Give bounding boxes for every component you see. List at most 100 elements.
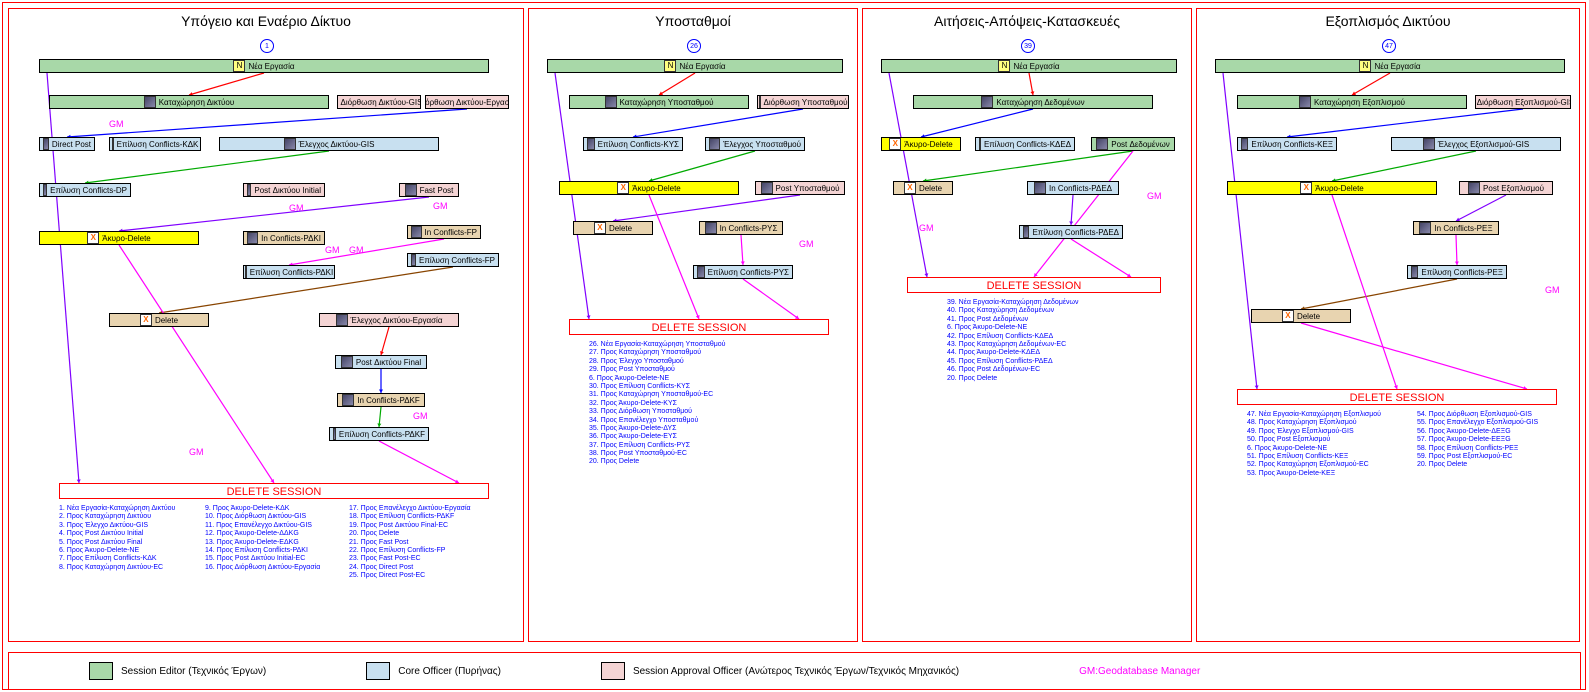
- link-item: 38. Προς Post Υποσταθμού-EC: [589, 450, 725, 458]
- link-item: 22. Προς Επίλυση Conflicts-FP: [349, 547, 471, 555]
- gm-label: GM: [349, 245, 364, 255]
- delete-session-label: DELETE SESSION: [227, 486, 322, 498]
- link-item: 31. Προς Καταχώρηση Υποσταθμού-EC: [589, 391, 725, 399]
- node-icon: [1034, 182, 1046, 194]
- link-item: 23. Προς Fast Post-EC: [349, 555, 471, 563]
- node-icon: [43, 138, 49, 150]
- link-item: 24. Προς Direct Post: [349, 564, 471, 572]
- link-item: 8. Προς Καταχώρηση Δικτύου-EC: [59, 564, 175, 572]
- flow-node: Post Δικτύου Initial: [243, 183, 325, 197]
- node-label: Επίλυση Conflicts-ΡΔΕΔ: [1032, 228, 1119, 237]
- legend-label: Session Approval Officer (Ανώτερος Τεχνι…: [633, 666, 959, 677]
- panel-p1: Υπόγειο και Εναέριο Δίκτυο1NΝέα ΕργασίαΚ…: [8, 8, 524, 642]
- node-label: Διόρθωση Εξοπλισμού-GIS: [1477, 98, 1571, 107]
- flow-node: Διόρθωση Δικτύου-GIS: [337, 95, 421, 109]
- node-label: Post Εξοπλισμού: [1483, 184, 1544, 193]
- delete-session-box: DELETE SESSION: [907, 277, 1161, 293]
- link-item: 5. Προς Post Δικτύου Final: [59, 539, 175, 547]
- node-icon: N: [664, 60, 676, 72]
- gm-label: GM: [919, 223, 934, 233]
- node-label: Έλεγχος Υποσταθμού: [723, 140, 801, 149]
- link-item: 46. Προς Post Δεδομένων-EC: [947, 366, 1078, 374]
- node-label: Άκυρο-Delete: [904, 140, 953, 149]
- delete-session-box: DELETE SESSION: [1237, 389, 1557, 405]
- node-icon: [979, 138, 981, 150]
- node-label: In Conflicts-ΡΔΕΔ: [1049, 184, 1112, 193]
- flow-node: XDelete: [1251, 309, 1351, 323]
- gm-label: GM: [109, 119, 124, 129]
- node-label: Post Υποσταθμού: [776, 184, 840, 193]
- node-label: Post Δεδομένων: [1111, 140, 1169, 149]
- flow-node: XΆκυρο-Delete: [881, 137, 961, 151]
- node-icon: N: [998, 60, 1010, 72]
- panel-title: Υποσταθμοί: [529, 9, 857, 33]
- gm-label: GM: [1545, 285, 1560, 295]
- flow-node: Επίλυση Conflicts-FP: [407, 253, 499, 267]
- node-icon: X: [889, 138, 901, 150]
- node-label: In Conflicts-ΡΕΞ: [1434, 224, 1492, 233]
- node-icon: X: [140, 314, 152, 326]
- node-label: Επίλυση Conflicts-ΡΕΞ: [1421, 268, 1503, 277]
- node-icon: [1096, 138, 1108, 150]
- node-label: Επίλυση Conflicts-ΚΕΞ: [1251, 140, 1333, 149]
- link-list: 17. Προς Επανέλεγχο Δικτύου-Εργασία18. Π…: [349, 505, 471, 581]
- delete-session-box: DELETE SESSION: [59, 483, 489, 499]
- link-item: 20. Προς Delete: [1417, 461, 1538, 469]
- node-label: Delete: [155, 316, 178, 325]
- link-item: 53. Προς Άκυρο-Delete-ΚΕΞ: [1247, 470, 1381, 478]
- node-label: In Conflicts-ΡΔΚΙ: [261, 234, 321, 243]
- node-label: Επίλυση Conflicts-ΡΥΣ: [708, 268, 789, 277]
- gm-label: GM: [1147, 191, 1162, 201]
- link-item: 20. Προς Delete: [947, 375, 1078, 383]
- legend: Session Editor (Τεχνικός Έργων)Core Offi…: [8, 652, 1581, 690]
- node-label: Delete: [919, 184, 942, 193]
- flow-node: Επίλυση Conflicts-ΡΕΞ: [1407, 265, 1507, 279]
- legend-swatch: [89, 662, 113, 680]
- flow-node: In Conflicts-ΡΔΕΔ: [1027, 181, 1119, 195]
- link-item: 2. Προς Καταχώρηση Δικτύου: [59, 513, 175, 521]
- node-icon: [1241, 138, 1248, 150]
- link-item: 21. Προς Fast Post: [349, 539, 471, 547]
- link-item: 37. Προς Επίλυση Conflicts-ΡΥΣ: [589, 442, 725, 450]
- flow-node: XDelete: [109, 313, 209, 327]
- link-item: 15. Προς Post Δικτύου Initial-EC: [205, 555, 320, 563]
- node-icon: [405, 184, 417, 196]
- node-icon: [337, 96, 338, 108]
- link-item: 20. Προς Delete: [589, 458, 725, 466]
- node-icon: N: [1359, 60, 1371, 72]
- node-icon: [336, 314, 348, 326]
- link-item: 28. Προς Έλεγχο Υποσταθμού: [589, 358, 725, 366]
- node-icon: [1423, 138, 1435, 150]
- link-list: 47. Νέα Εργασία-Καταχώρηση Εξοπλισμού48.…: [1247, 411, 1381, 478]
- node-label: Fast Post: [420, 186, 454, 195]
- node-icon: X: [87, 232, 99, 244]
- flow-node: Επίλυση Conflicts-ΚΔΕΔ: [975, 137, 1075, 151]
- legend-gm: GM:Geodatabase Manager: [1079, 666, 1200, 677]
- node-icon: [1023, 226, 1029, 238]
- gm-label: GM: [325, 245, 340, 255]
- flow-node: XDelete: [893, 181, 953, 195]
- node-label: In Conflicts-ΡΔKF: [357, 396, 420, 405]
- flow-node: In Conflicts-ΡΕΞ: [1413, 221, 1499, 235]
- link-item: 32. Προς Άκυρο-Delete-ΚΥΣ: [589, 400, 725, 408]
- node-icon: [245, 266, 247, 278]
- link-item: 55. Προς Επανέλεγχο Εξοπλισμού-GIS: [1417, 419, 1538, 427]
- flow-node: Post Δικτύου Final: [335, 355, 427, 369]
- panel-p3: Αιτήσεις-Απόψεις-Κατασκευές39NΝέα Εργασί…: [862, 8, 1192, 642]
- link-item: 34. Προς Επανέλεγχο Υποσταθμού: [589, 417, 725, 425]
- panel-title: Υπόγειο και Εναέριο Δίκτυο: [9, 9, 523, 33]
- node-icon: [341, 356, 353, 368]
- flow-node: Επίλυση Conflicts-ΡΔΚΙ: [243, 265, 335, 279]
- node-label: Διόρθωση Δικτύου-Εργασία: [425, 98, 509, 107]
- node-icon: [705, 222, 717, 234]
- delete-session-label: DELETE SESSION: [987, 280, 1082, 292]
- link-item: 4. Προς Post Δικτύου Initial: [59, 530, 175, 538]
- node-label: Άκυρο-Delete: [632, 184, 681, 193]
- flow-node: Διόρθωση Δικτύου-Εργασία: [425, 95, 509, 109]
- node-icon: [112, 138, 114, 150]
- node-label: Επίλυση Conflicts-ΡΔKF: [339, 430, 425, 439]
- legend-swatch: [366, 662, 390, 680]
- flow-node: Έλεγχος Υποσταθμού: [705, 137, 805, 151]
- flow-node: In Conflicts-FP: [407, 225, 481, 239]
- link-item: 10. Προς Διόρθωση Δικτύου-GIS: [205, 513, 320, 521]
